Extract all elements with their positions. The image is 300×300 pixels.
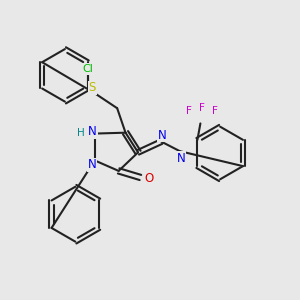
Text: N: N [158,129,167,142]
Text: H: H [76,128,84,138]
Text: O: O [145,172,154,185]
Text: F: F [185,106,191,116]
Text: Cl: Cl [82,64,93,74]
Text: N: N [88,125,97,138]
Text: N: N [176,152,185,165]
Text: F: F [212,106,218,116]
Text: S: S [89,81,96,94]
Text: F: F [199,103,205,113]
Text: N: N [87,158,96,171]
